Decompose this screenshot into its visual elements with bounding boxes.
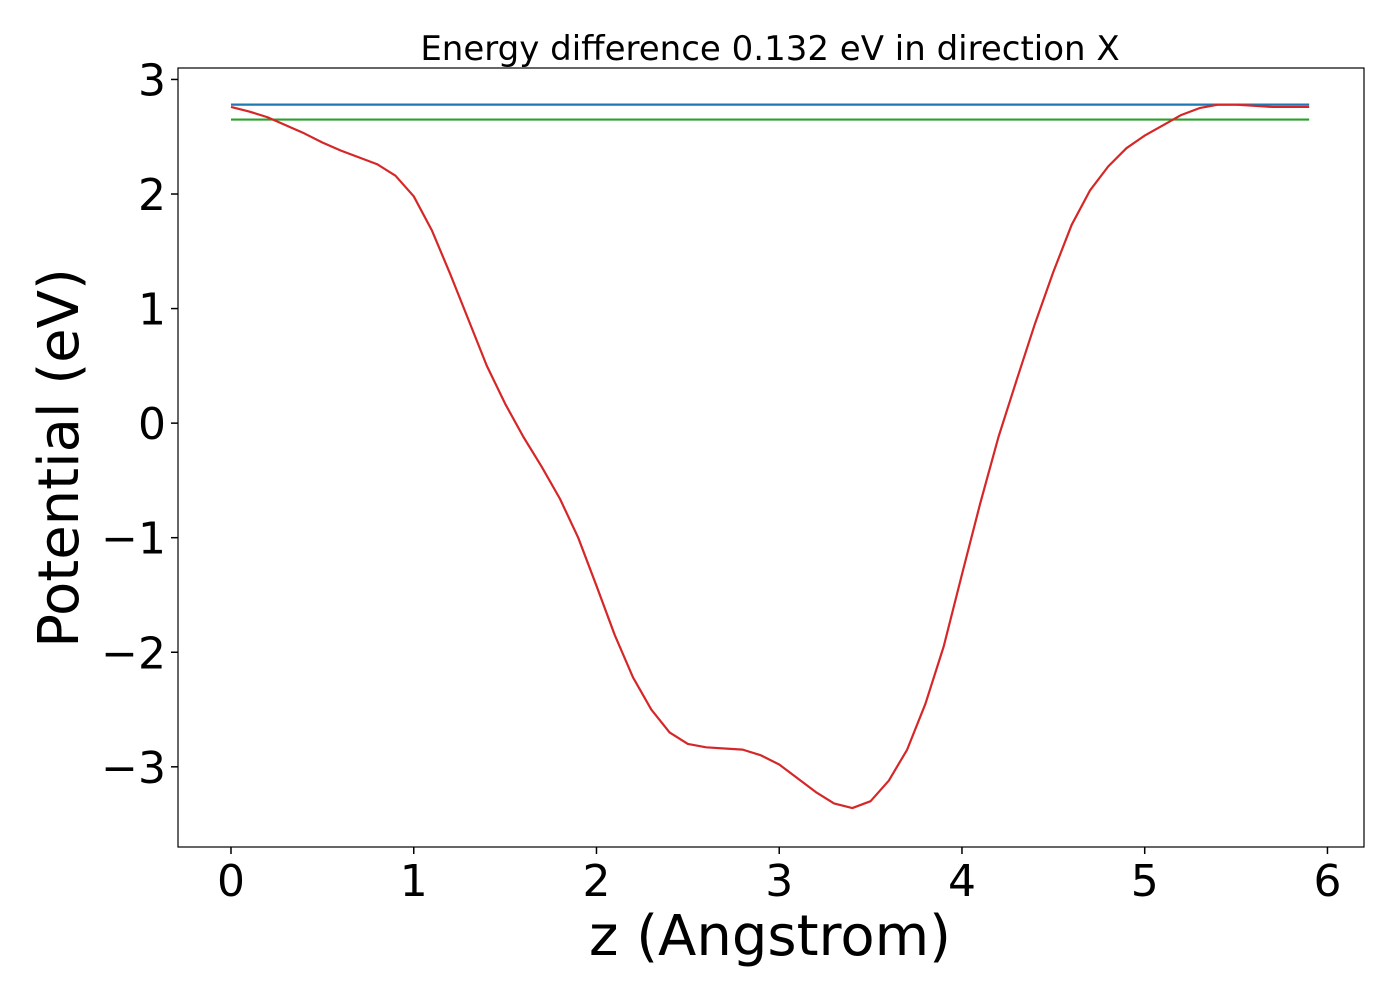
y-axis-label: Potential (eV): [27, 268, 92, 648]
x-tick-label: 1: [400, 856, 428, 907]
y-tick-label: −1: [101, 514, 166, 565]
x-tick-label: 0: [217, 856, 245, 907]
y-tick-label: 2: [138, 170, 166, 221]
x-tick-label: 2: [582, 856, 610, 907]
x-tick-label: 3: [765, 856, 793, 907]
y-tick-label: 1: [138, 285, 166, 336]
x-tick-label: 5: [1131, 856, 1159, 907]
axes: 0 1 2 3 4 5 6 3 2 1 0 −1 −2 −3: [101, 55, 1365, 907]
y-tick-label: 0: [138, 399, 166, 450]
x-tick-label: 6: [1313, 856, 1341, 907]
y-tick-label: −3: [101, 743, 166, 794]
series-line-2: [230, 103, 1310, 810]
plot-frame: [177, 67, 1365, 848]
x-tick-label: 4: [948, 856, 976, 907]
y-tick-label: 3: [138, 55, 166, 106]
x-axis-label: z (Angstrom): [589, 904, 951, 969]
y-tick-label: −2: [101, 628, 166, 679]
plot-area: [230, 103, 1310, 810]
chart-title: Energy difference 0.132 eV in direction …: [420, 29, 1119, 69]
